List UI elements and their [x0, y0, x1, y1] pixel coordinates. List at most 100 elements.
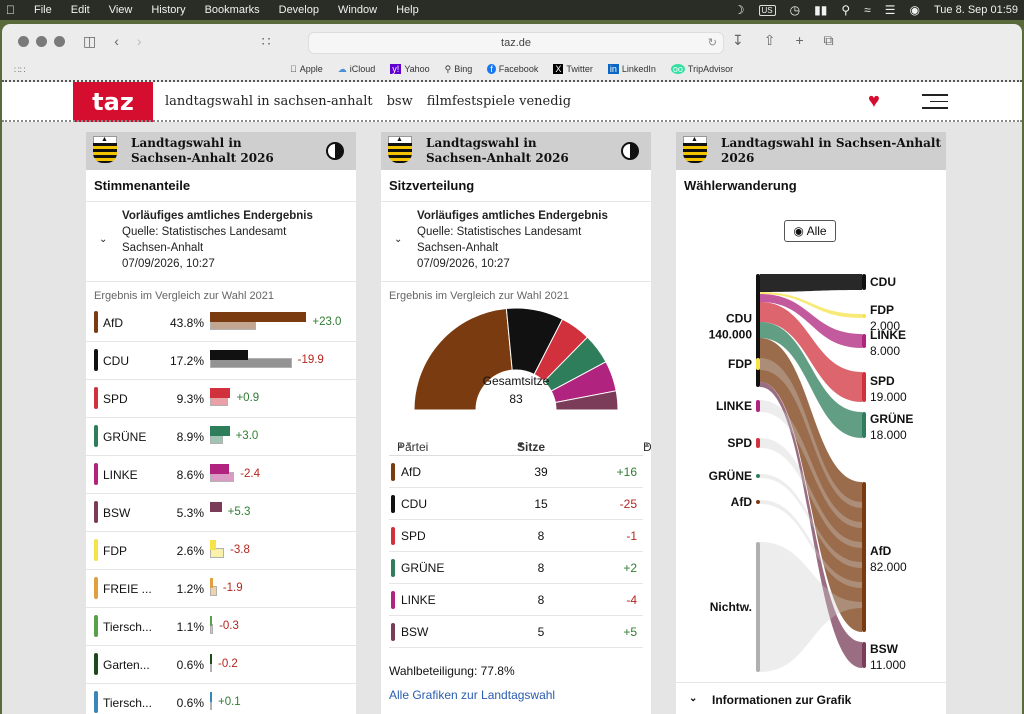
- battery-icon[interactable]: ▮▮: [814, 3, 828, 17]
- nav-link-landtagswahl[interactable]: landtagswahl in sachsen-anhalt: [165, 94, 373, 109]
- favorite-facebook[interactable]: f Facebook: [487, 64, 538, 74]
- all-graphics-link[interactable]: Alle Grafiken zur Landtagswahl: [389, 688, 556, 702]
- tabs-icon[interactable]: ⧉: [823, 32, 834, 48]
- tab-overview-icon[interactable]: ∷: [261, 32, 271, 49]
- back-icon[interactable]: ‹: [114, 33, 119, 49]
- party-swatch: [94, 387, 98, 409]
- party-swatch: [391, 559, 395, 577]
- menu-window[interactable]: Window: [328, 4, 377, 16]
- target-node-bar[interactable]: [862, 274, 866, 290]
- source-node-bar[interactable]: [756, 274, 760, 387]
- minimize-window-button[interactable]: [36, 35, 47, 47]
- migration-flow[interactable]: [760, 322, 862, 438]
- target-node-bar[interactable]: [862, 642, 866, 668]
- menu-help[interactable]: Help: [387, 4, 419, 16]
- party-percent: 8.6%: [176, 468, 204, 482]
- party-swatch: [391, 527, 395, 545]
- new-tab-icon[interactable]: +: [795, 32, 804, 48]
- migration-flow[interactable]: [760, 438, 862, 548]
- favorite-apple[interactable]: Apple: [290, 64, 323, 74]
- wifi-icon[interactable]: ≈: [864, 3, 871, 17]
- reload-icon[interactable]: ↻: [707, 37, 717, 49]
- menubar-datetime[interactable]: Tue 8. Sep 01:59: [934, 4, 1018, 16]
- migration-flow[interactable]: [760, 274, 862, 292]
- result-info-toggle[interactable]: ⌄ Vorläufiges amtliches Endergebnis Quel…: [86, 202, 356, 282]
- menu-history[interactable]: History: [142, 4, 185, 16]
- current-bar: [210, 464, 229, 474]
- favorite-bing[interactable]: ⚲ Bing: [445, 64, 473, 75]
- migration-flow[interactable]: [760, 358, 862, 508]
- target-node-bar[interactable]: [862, 314, 866, 318]
- nav-link-bsw[interactable]: bsw: [386, 94, 413, 109]
- input-source-indicator[interactable]: US: [758, 4, 776, 16]
- favorite-twitter[interactable]: X Twitter: [553, 64, 593, 74]
- source-node-bar[interactable]: [756, 400, 760, 412]
- migration-flow[interactable]: [760, 542, 862, 672]
- target-node-bar[interactable]: [862, 372, 866, 402]
- migration-flow[interactable]: [760, 294, 862, 348]
- favorite-tripadvisor[interactable]: oo TripAdvisor: [670, 64, 733, 74]
- migration-flow[interactable]: [760, 400, 862, 528]
- migration-flow[interactable]: [760, 382, 862, 668]
- migration-flow[interactable]: [760, 302, 862, 402]
- target-node-bar[interactable]: [862, 482, 866, 632]
- menu-edit[interactable]: Edit: [61, 4, 90, 16]
- menu-file[interactable]: File: [25, 4, 52, 16]
- favorite-icloud[interactable]: ☁ iCloud: [338, 64, 376, 75]
- migration-flow[interactable]: [760, 500, 862, 588]
- target-node-bar[interactable]: [862, 412, 866, 438]
- source-node-bar[interactable]: [756, 358, 760, 370]
- party-name: Garten...: [103, 658, 150, 672]
- result-info-toggle[interactable]: ⌄ Vorläufiges amtliches Endergebnis Quel…: [381, 202, 651, 282]
- search-menu-icon[interactable]: [922, 94, 948, 114]
- source-node-bar[interactable]: [756, 474, 760, 478]
- apps-grid-icon[interactable]: ∷∷: [14, 65, 26, 75]
- migration-flow[interactable]: [760, 474, 862, 568]
- apple-menu-icon[interactable]: : [6, 3, 15, 17]
- target-node-bar[interactable]: [862, 334, 866, 348]
- search-icon[interactable]: ⚲: [841, 3, 851, 17]
- result-date: 07/09/2026, 10:27: [122, 258, 215, 270]
- sidebar-icon[interactable]: ◫: [83, 32, 97, 49]
- moon-icon[interactable]: ☽: [733, 3, 745, 17]
- panel-subtitle: Stimmenanteile: [86, 170, 356, 202]
- seat-row: CDU 15 -25: [389, 488, 643, 520]
- download-icon[interactable]: ↧: [732, 32, 744, 48]
- migration-flow[interactable]: [760, 338, 862, 632]
- contrast-toggle-icon[interactable]: [621, 142, 639, 160]
- party-percent: 2.6%: [176, 544, 204, 558]
- siri-icon[interactable]: ◉: [909, 3, 920, 17]
- control-center-icon[interactable]: ☰: [884, 3, 896, 17]
- apple-icon: : [290, 64, 297, 74]
- panel-voter-migration: ▲ Landtagswahl in Sachsen-Anhalt 2026 Wä…: [676, 132, 946, 714]
- graphic-info-toggle[interactable]: ⌄ Informationen zur Grafik: [676, 682, 946, 714]
- forward-icon[interactable]: ›: [136, 33, 142, 49]
- chevron-down-icon: ⌄: [394, 234, 403, 245]
- hemicycle-segment[interactable]: [554, 390, 619, 411]
- clock-icon[interactable]: ◷: [789, 3, 801, 17]
- comparison-caption: Ergebnis im Vergleich zur Wahl 2021: [94, 290, 274, 302]
- source-node-bar[interactable]: [756, 438, 760, 448]
- turnout-text: Wahlbeteiligung: 77.8%: [389, 664, 515, 678]
- taz-logo[interactable]: taz: [73, 82, 153, 122]
- heart-icon[interactable]: ♥: [868, 90, 880, 112]
- source-node-bar[interactable]: [756, 500, 760, 504]
- party-name: LINKE: [103, 468, 138, 482]
- vote-row: FREIE ... 1.2% -1.9: [86, 570, 356, 608]
- menu-develop[interactable]: Develop: [269, 4, 319, 16]
- migration-flow[interactable]: [760, 292, 862, 318]
- nav-link-filmfestspiele[interactable]: filmfestspiele venedig: [426, 94, 572, 109]
- close-window-button[interactable]: [18, 35, 29, 47]
- menu-bookmarks[interactable]: Bookmarks: [195, 4, 260, 16]
- favorite-linkedin[interactable]: in LinkedIn: [607, 64, 656, 74]
- address-bar[interactable]: taz.de ↻: [308, 32, 724, 54]
- filter-all-button[interactable]: ◉ Alle: [784, 220, 836, 242]
- menu-view[interactable]: View: [99, 4, 133, 16]
- zoom-window-button[interactable]: [54, 35, 65, 47]
- x-icon: X: [553, 64, 564, 74]
- source-node-bar[interactable]: [756, 542, 760, 672]
- contrast-toggle-icon[interactable]: [326, 142, 344, 160]
- favorite-yahoo[interactable]: y! Yahoo: [390, 64, 430, 74]
- hemicycle-segment[interactable]: [413, 307, 513, 411]
- share-icon[interactable]: ⇧: [763, 32, 776, 48]
